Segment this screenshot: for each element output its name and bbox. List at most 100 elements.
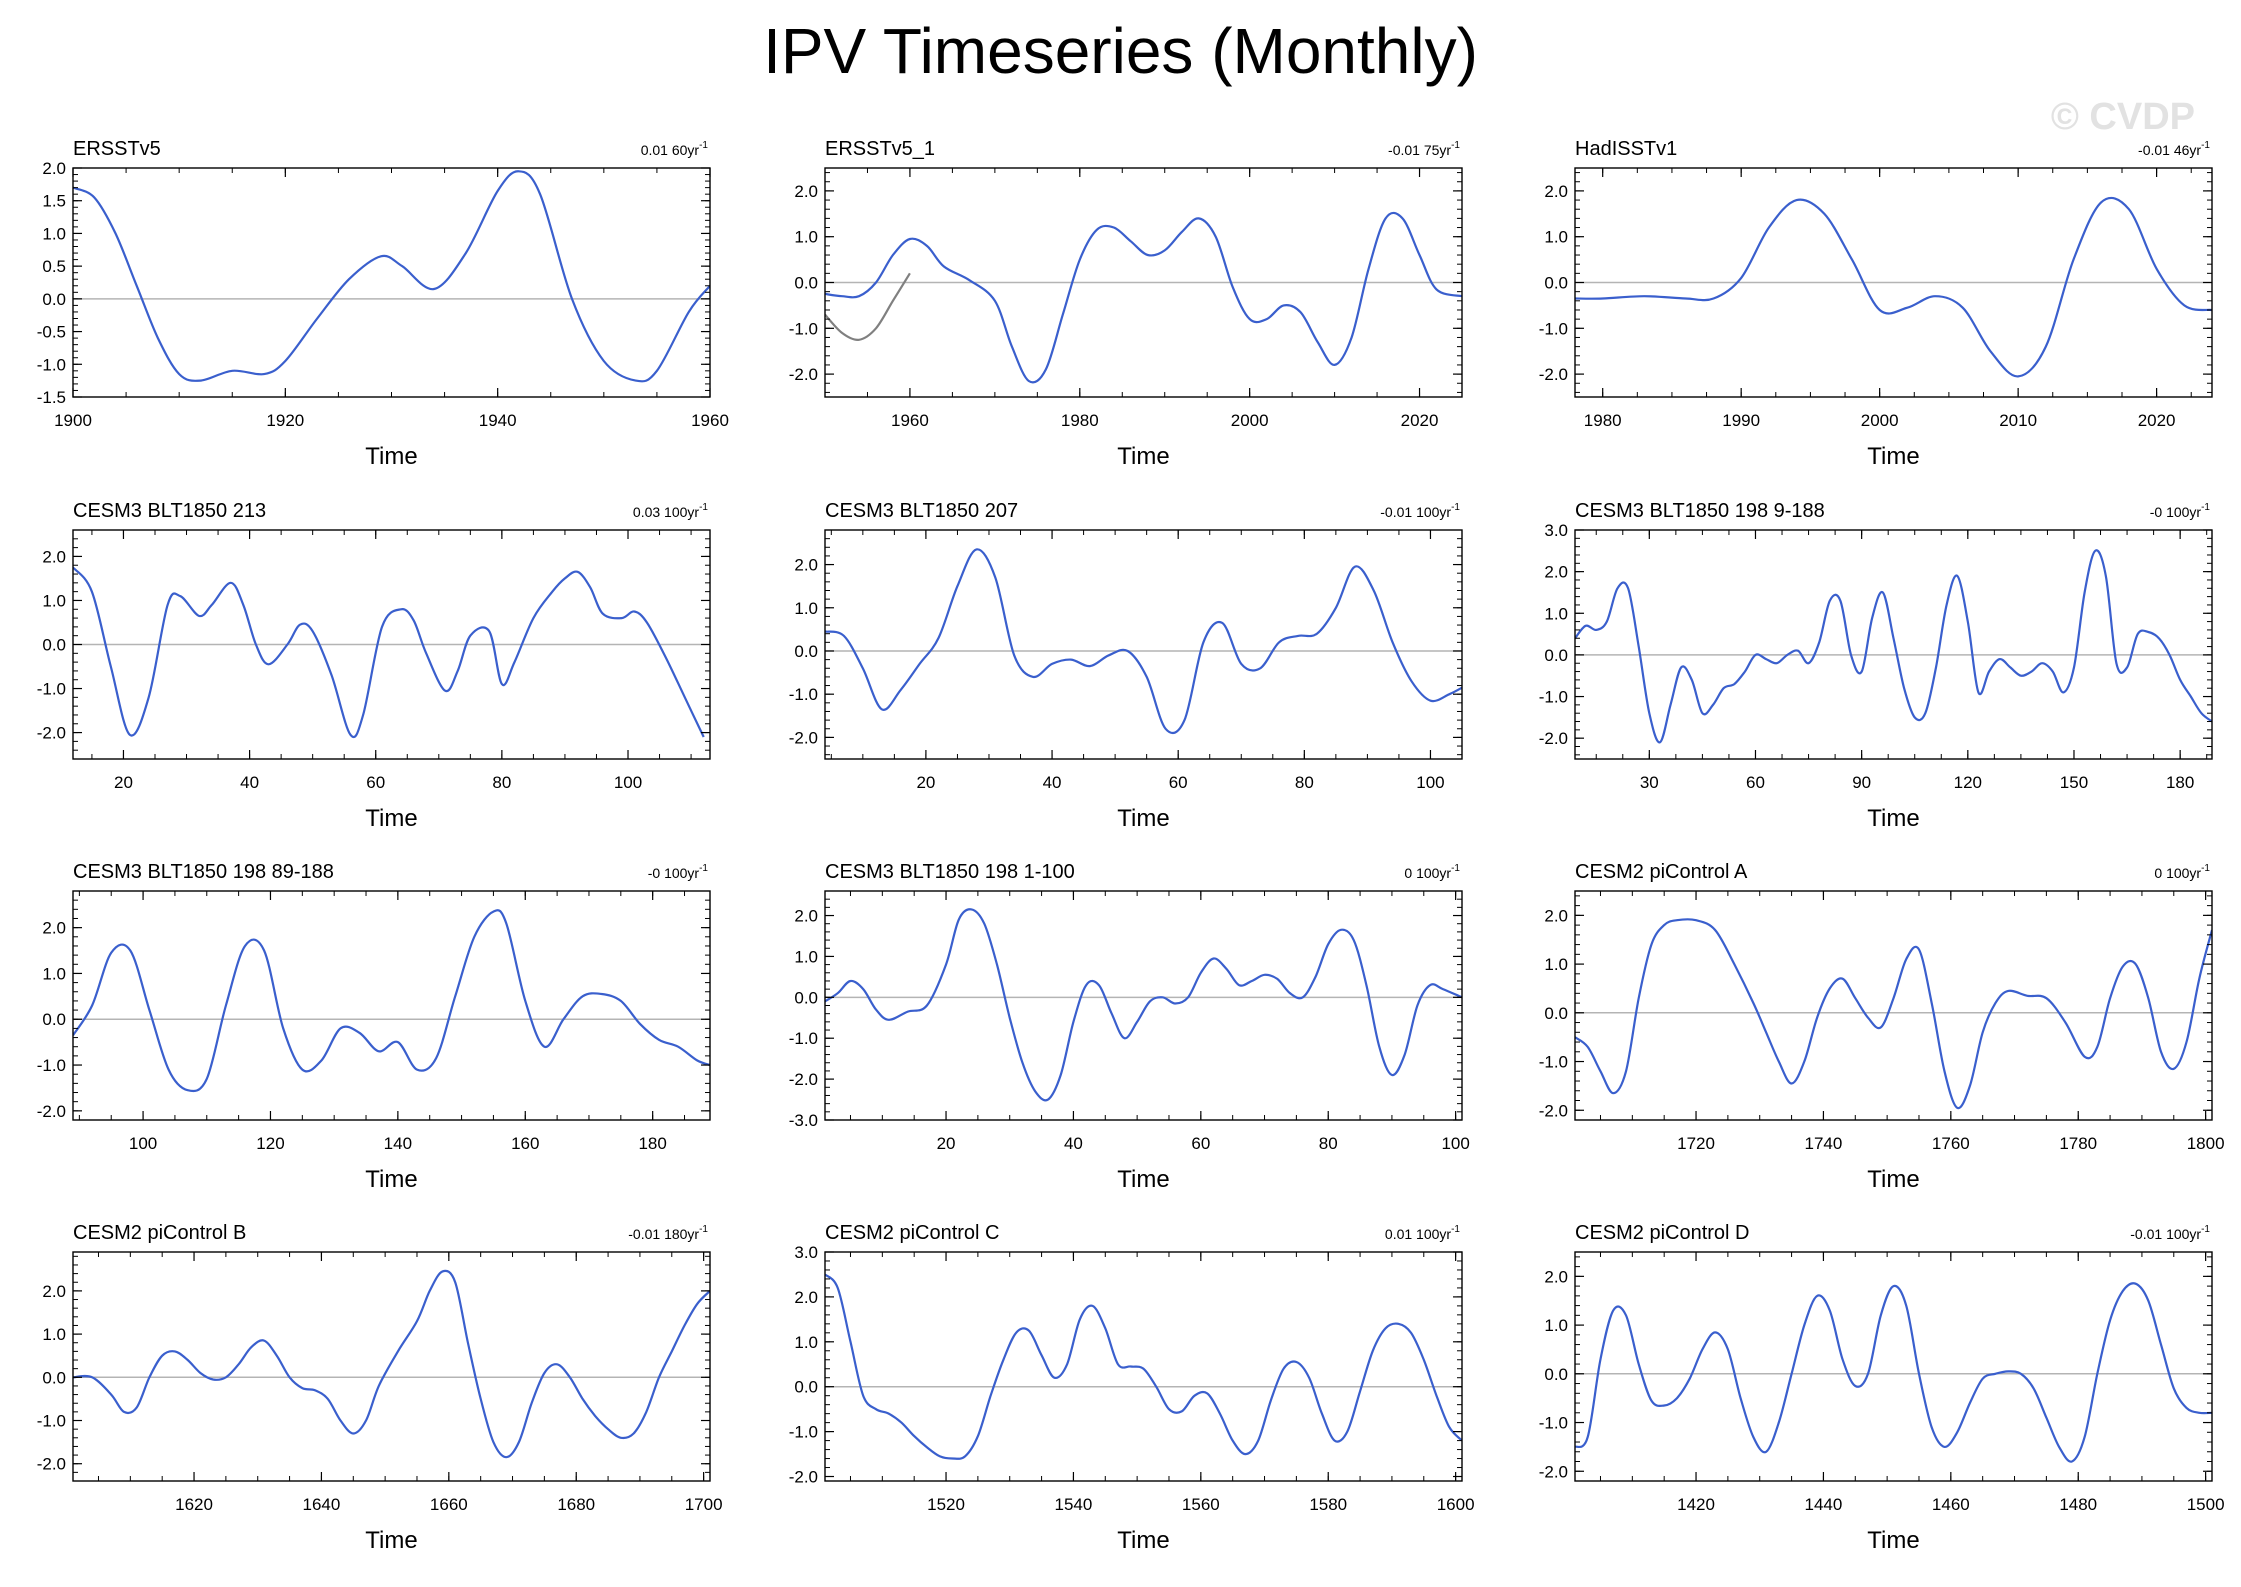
series-line [825, 272, 911, 341]
y-tick-label: 0.0 [1544, 1365, 1568, 1384]
y-tick-label: -2.0 [37, 1102, 66, 1121]
x-tick-label: 60 [1746, 773, 1765, 792]
x-tick-label: 180 [638, 1134, 666, 1153]
x-tick-label: 1980 [1061, 411, 1099, 430]
chart-panel: HadISSTv1 -0.01 46yr-1 -2.0 -1.0 0.0 1.0 2.0 19… [1539, 138, 2213, 470]
x-tick-label: 80 [1319, 1134, 1338, 1153]
chart-title: CESM3 BLT1850 198 1-100 [825, 861, 1075, 883]
y-tick-label: 0.0 [794, 642, 818, 661]
series-line [73, 909, 710, 1093]
x-tick-label: 40 [1043, 773, 1062, 792]
series-line [825, 908, 1462, 1102]
x-tick-label: 100 [1416, 773, 1444, 792]
chart-title: CESM3 BLT1850 198 9-188 [1575, 500, 1825, 522]
y-tick-label: -2.0 [1539, 1462, 1568, 1481]
y-tick-label: 1.0 [42, 591, 66, 610]
plot-frame [1574, 1251, 2213, 1482]
y-tick-label: 0.0 [794, 274, 818, 293]
y-tick-label: 1.0 [794, 599, 818, 618]
x-tick-label: 1440 [1805, 1495, 1843, 1514]
x-tick-label: 1500 [2187, 1495, 2225, 1514]
y-tick-label: -1.0 [1539, 1053, 1568, 1072]
y-tick-label: -1.0 [1539, 688, 1568, 707]
y-tick-label: -1.5 [37, 388, 66, 407]
x-tick-label: 1760 [1932, 1134, 1970, 1153]
x-tick-label: 1420 [1677, 1495, 1715, 1514]
x-tick-label: 40 [240, 773, 259, 792]
y-tick-label: -1.0 [789, 1029, 818, 1048]
series-line [1575, 549, 2212, 744]
x-tick-label: 100 [129, 1134, 157, 1153]
y-tick-label: -2.0 [789, 1468, 818, 1487]
x-tick-label: 1680 [557, 1495, 595, 1514]
x-tick-label: 140 [384, 1134, 412, 1153]
x-tick-label: 2000 [1861, 411, 1899, 430]
y-tick-label: -1.0 [789, 319, 818, 338]
y-tick-label: 0.0 [1544, 274, 1568, 293]
chart-panel: CESM3 BLT1850 213 0.03 100yr-1 -2.0 -1.0 0.0… [37, 500, 711, 832]
x-axis-label: Time [1117, 1166, 1169, 1193]
trend-exponent: -1 [2201, 502, 2210, 513]
chart-title: CESM3 BLT1850 213 [73, 500, 266, 522]
y-tick-label: -1.0 [1539, 319, 1568, 338]
trend-label: -0.01 180yr-1 [628, 1224, 708, 1242]
y-tick-label: 1.0 [42, 224, 66, 243]
chart-title: CESM2 piControl A [1575, 861, 1748, 883]
trend-exponent: -1 [2201, 140, 2210, 151]
x-tick-label: 120 [256, 1134, 284, 1153]
plot-frame [824, 1251, 1463, 1482]
x-tick-label: 1620 [175, 1495, 213, 1514]
x-tick-label: 160 [511, 1134, 539, 1153]
plot-frame [824, 529, 1463, 760]
x-tick-label: 1920 [266, 411, 304, 430]
x-axis-label: Time [1867, 805, 1919, 832]
y-tick-label: 1.0 [42, 1325, 66, 1344]
y-tick-label: 2.0 [1544, 1267, 1568, 1286]
x-tick-label: 1520 [927, 1495, 965, 1514]
plot-frame [72, 167, 711, 398]
y-tick-label: 1.0 [794, 1333, 818, 1352]
y-tick-label: 2.0 [1544, 182, 1568, 201]
trend-exponent: -1 [699, 140, 708, 151]
x-tick-label: 1940 [479, 411, 517, 430]
x-axis-label: Time [1117, 805, 1169, 832]
page-title: IPV Timeseries (Monthly) [763, 15, 1478, 87]
x-tick-label: 1900 [54, 411, 92, 430]
x-tick-label: 40 [1064, 1134, 1083, 1153]
x-axis-label: Time [1867, 443, 1919, 470]
trend-label: -0.01 46yr-1 [2138, 140, 2210, 158]
x-tick-label: 2020 [2138, 411, 2176, 430]
y-tick-label: 1.0 [794, 947, 818, 966]
y-tick-label: 2.0 [1544, 563, 1568, 582]
y-tick-label: 0.0 [42, 636, 66, 655]
x-tick-label: 1960 [691, 411, 729, 430]
plot-frame [72, 1251, 711, 1482]
x-tick-label: 1800 [2187, 1134, 2225, 1153]
chart-title: CESM2 piControl D [1575, 1222, 1750, 1244]
trend-label: 0 100yr-1 [1404, 863, 1460, 881]
y-tick-label: 0.0 [1544, 1004, 1568, 1023]
trend-label: -0 100yr-1 [2150, 502, 2211, 520]
chart-panel: CESM3 BLT1850 198 89-188 -0 100yr-1 -2.0 -1… [37, 861, 711, 1193]
x-tick-label: 2000 [1231, 411, 1269, 430]
y-tick-label: 2.0 [42, 159, 66, 178]
y-tick-label: 1.0 [1544, 955, 1568, 974]
x-tick-label: 1780 [2059, 1134, 2097, 1153]
y-tick-label: -2.0 [789, 365, 818, 384]
series-line [825, 211, 1462, 384]
x-tick-label: 1660 [430, 1495, 468, 1514]
y-tick-label: -2.0 [1539, 1101, 1568, 1120]
chart-panel: ERSSTv5_1 -0.01 75yr-1 -2.0 -1.0 0.0 1.0 2.0 19… [789, 138, 1463, 470]
trend-exponent: -1 [1451, 502, 1460, 513]
chart-panel: CESM3 BLT1850 198 1-100 0 100yr-1 -3.0 -2.0… [789, 861, 1470, 1193]
trend-exponent: -1 [699, 863, 708, 874]
x-tick-label: 2020 [1401, 411, 1439, 430]
y-tick-label: -2.0 [789, 1070, 818, 1089]
trend-label: -0.01 100yr-1 [1380, 502, 1460, 520]
chart-panel: CESM2 piControl D -0.01 100yr-1 -2.0 -1.0 0.… [1539, 1222, 2225, 1554]
x-tick-label: 80 [492, 773, 511, 792]
y-tick-label: 1.0 [1544, 604, 1568, 623]
y-tick-label: 2.0 [1544, 906, 1568, 925]
series-line [825, 548, 1462, 735]
